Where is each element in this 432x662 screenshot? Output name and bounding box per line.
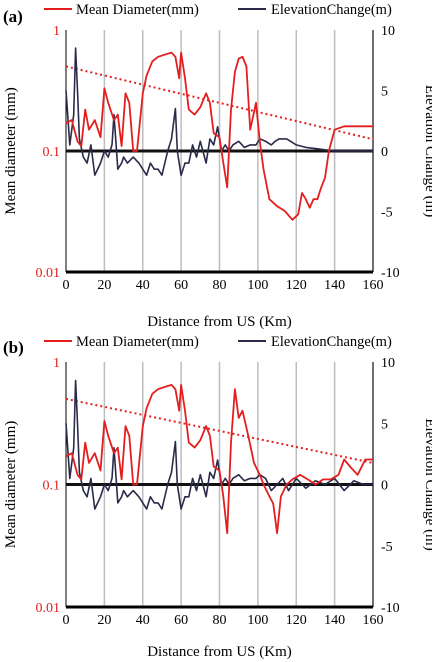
y-right-tick-label: -10 bbox=[381, 266, 400, 281]
panel-label: (b) bbox=[3, 338, 24, 357]
series-line-elevation-change bbox=[65, 47, 373, 176]
legend-label-elevation-change: ElevationChange(m) bbox=[271, 2, 392, 18]
trend-line bbox=[65, 397, 374, 464]
x-tick-label: 80 bbox=[213, 613, 227, 628]
x-tick-label: 160 bbox=[363, 613, 384, 628]
y-left-tick-label: 0.1 bbox=[43, 145, 61, 160]
x-tick-label: 0 bbox=[63, 613, 70, 628]
x-tick-label: 120 bbox=[286, 278, 307, 293]
x-tick-label: 140 bbox=[324, 613, 345, 628]
y-left-tick-label: 1 bbox=[53, 356, 60, 371]
x-tick-label: 40 bbox=[136, 613, 150, 628]
legend-label-elevation-change: ElevationChange(m) bbox=[271, 334, 392, 350]
y-right-tick-label: 10 bbox=[381, 356, 395, 371]
y-right-tick-label: 5 bbox=[381, 417, 388, 432]
x-tick-label: 0 bbox=[63, 278, 70, 293]
series-line-mean-diameter bbox=[65, 383, 373, 535]
y-right-tick-label: -10 bbox=[381, 601, 400, 616]
x-tick-label: 40 bbox=[136, 278, 150, 293]
y-axis-title-right: Elevation Change (m) bbox=[422, 85, 432, 217]
legend: Mean Diameter(mm) ElevationChange(m) bbox=[44, 334, 392, 350]
y-axis-title-left: Mean diameter (mm) bbox=[3, 421, 19, 548]
series-line-mean-diameter bbox=[65, 51, 373, 221]
x-tick-label: 20 bbox=[97, 278, 111, 293]
x-tick-label: 100 bbox=[247, 613, 268, 628]
x-tick-label: 80 bbox=[213, 278, 227, 293]
x-tick-label: 20 bbox=[97, 613, 111, 628]
legend-label-mean-diameter: Mean Diameter(mm) bbox=[76, 2, 199, 18]
y-right-tick-label: 5 bbox=[381, 85, 388, 100]
y-right-tick-label: -5 bbox=[381, 540, 393, 555]
panel-label: (a) bbox=[3, 7, 23, 26]
y-left-tick-label: 0.01 bbox=[36, 266, 61, 281]
x-tick-label: 120 bbox=[286, 613, 307, 628]
chart-panel-1: 0 20 40 60 80 100 120 140 160 1 0.1 0.01 10 5 0 -5 -10 Di… bbox=[3, 2, 432, 330]
series-line-elevation-change bbox=[65, 379, 373, 510]
legend: Mean Diameter(mm) ElevationChange(m) bbox=[44, 2, 392, 18]
y-right-tick-label: 0 bbox=[381, 479, 388, 494]
x-tick-label: 60 bbox=[174, 278, 188, 293]
y-right-tick-label: -5 bbox=[381, 206, 393, 221]
x-tick-label: 60 bbox=[174, 613, 188, 628]
y-right-tick-label: 10 bbox=[381, 24, 395, 39]
x-tick-label: 140 bbox=[324, 278, 345, 293]
y-left-tick-label: 0.1 bbox=[43, 479, 61, 494]
y-left-tick-label: 0.01 bbox=[36, 601, 61, 616]
x-axis-title: Distance from US (Km) bbox=[147, 314, 292, 330]
y-right-tick-label: 0 bbox=[381, 145, 388, 160]
x-tick-label: 100 bbox=[247, 278, 268, 293]
x-axis-title: Distance from US (Km) bbox=[147, 644, 292, 660]
legend-label-mean-diameter: Mean Diameter(mm) bbox=[76, 334, 199, 350]
chart-panel-2: 0 20 40 60 80 100 120 140 160 1 0.1 0.01 10 5 0 -5 -10 Di… bbox=[3, 334, 432, 660]
y-left-tick-label: 1 bbox=[53, 24, 60, 39]
y-axis-title-left: Mean diameter (mm) bbox=[3, 87, 19, 214]
x-tick-label: 160 bbox=[363, 278, 384, 293]
y-axis-title-right: Elevation Change (m) bbox=[422, 418, 432, 550]
